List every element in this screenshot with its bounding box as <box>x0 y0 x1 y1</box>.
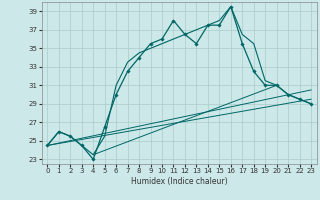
X-axis label: Humidex (Indice chaleur): Humidex (Indice chaleur) <box>131 177 228 186</box>
